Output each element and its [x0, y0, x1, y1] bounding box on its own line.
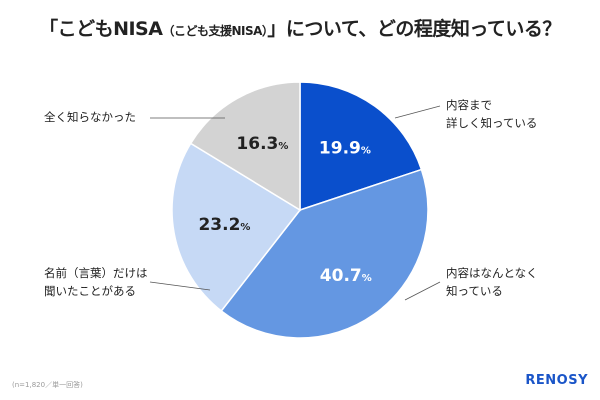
pie-slice-1 [220, 168, 429, 339]
renosy-logo: RENOSY [525, 373, 588, 388]
data-label-2: 23.2% [198, 215, 250, 235]
chart-title: 「こどもNISA（こども支援NISA）」について、どの程度知っている？ [0, 14, 600, 41]
label-slice-2: 名前（言葉）だけは 聞いたことがある [44, 266, 148, 298]
title-part: 」について、どの程度知っている？ [267, 18, 561, 40]
title-part: 「こどもNISA [39, 18, 163, 40]
pie-slice-3 [189, 81, 301, 212]
pie-slice-0 [299, 81, 423, 212]
label-slice-0: 内容まで 詳しく知っている [446, 98, 538, 130]
data-label-0: 19.9% [319, 139, 371, 159]
sample-note: (n=1,820／単一回答) [12, 381, 83, 389]
label-slice-3: 全く知らなかった [44, 110, 136, 124]
leader-line-0 [394, 105, 441, 119]
data-label-3: 16.3% [236, 134, 288, 154]
title-sub: （こども支援NISA） [162, 24, 268, 38]
data-label-1: 40.7% [320, 266, 372, 286]
pie-slice-2 [171, 142, 302, 312]
leader-line-2 [149, 281, 211, 291]
leader-line-1 [404, 281, 441, 301]
label-slice-1: 内容はなんとなく 知っている [446, 266, 538, 298]
